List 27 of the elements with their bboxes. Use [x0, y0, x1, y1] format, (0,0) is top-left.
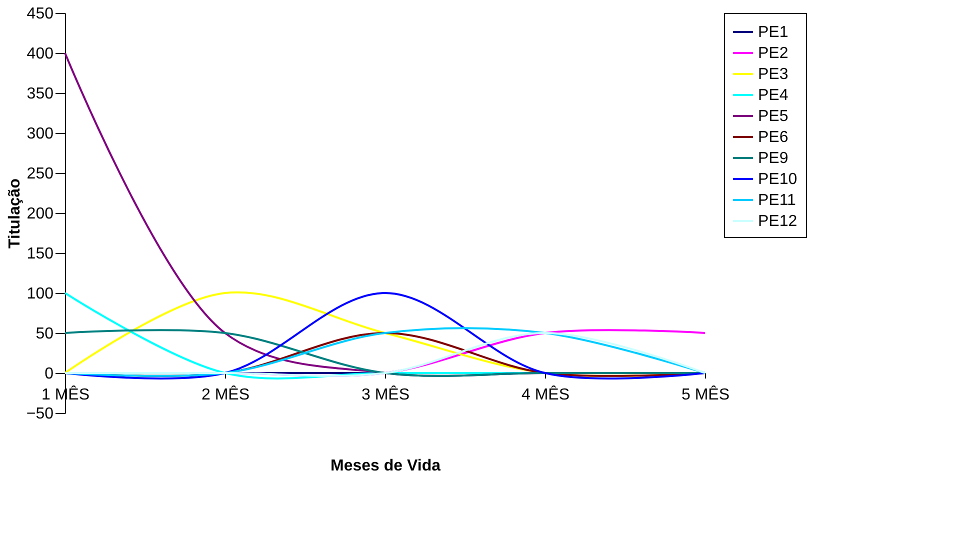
legend-label: PE6 — [758, 129, 788, 146]
legend-label: PE11 — [758, 192, 796, 209]
y-tick-label: 250 — [26, 166, 54, 182]
y-tick-label: 200 — [26, 206, 54, 222]
legend-label: PE1 — [758, 24, 788, 41]
legend-label: PE9 — [758, 150, 788, 167]
legend-label: PE3 — [758, 66, 788, 83]
legend-label: PE10 — [758, 171, 798, 188]
y-tick-label: 100 — [26, 286, 54, 302]
y-axis-title: Titulação — [6, 178, 24, 248]
y-tick-label: 0 — [44, 366, 54, 382]
x-tick-label: 5 MÊS — [681, 386, 730, 404]
legend-label: PE4 — [758, 87, 788, 104]
y-tick-label: 450 — [26, 6, 54, 22]
legend-label: PE2 — [758, 45, 788, 62]
legend-label: PE12 — [758, 213, 798, 230]
y-tick-label: 300 — [26, 126, 54, 142]
y-tick-label: 50 — [36, 326, 54, 342]
y-tick-label: 350 — [26, 86, 54, 102]
y-tick-label: 150 — [26, 246, 54, 262]
y-tick-label: 400 — [26, 46, 54, 62]
y-tick-label: −50 — [26, 406, 54, 422]
x-tick-label: 4 MÊS — [521, 386, 570, 404]
x-tick-label: 3 MÊS — [361, 386, 410, 404]
x-tick-label: 2 MÊS — [201, 386, 250, 404]
x-axis-title: Meses de Vida — [330, 458, 441, 474]
legend-label: PE5 — [758, 108, 788, 125]
